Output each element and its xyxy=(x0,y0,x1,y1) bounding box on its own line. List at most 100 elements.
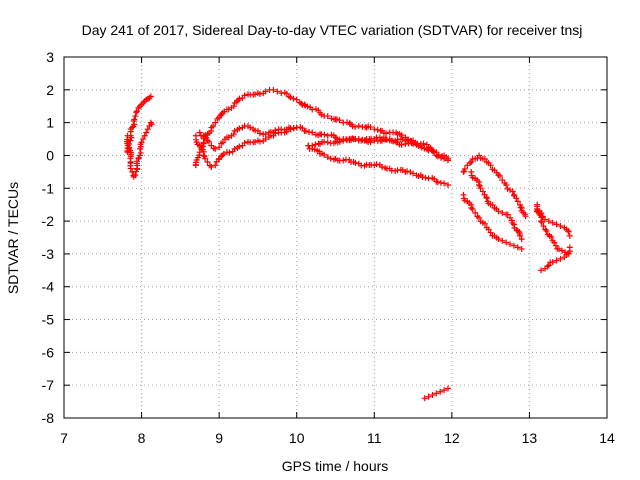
data-point xyxy=(230,103,237,110)
y-tick-label: -8 xyxy=(42,410,55,426)
data-point xyxy=(479,188,486,195)
data-point xyxy=(321,131,328,138)
data-point xyxy=(367,124,374,131)
data-point xyxy=(200,152,207,159)
x-tick-label: 11 xyxy=(367,430,382,446)
data-point xyxy=(513,195,520,202)
data-point xyxy=(262,136,269,143)
data-point xyxy=(557,255,564,262)
data-point xyxy=(293,124,300,131)
data-point xyxy=(343,119,350,126)
data-point xyxy=(321,138,328,145)
data-point xyxy=(398,141,405,148)
data-point xyxy=(352,123,359,130)
x-tick-label: 12 xyxy=(444,430,460,446)
data-point xyxy=(212,119,219,126)
data-point xyxy=(514,198,521,205)
data-point xyxy=(522,213,529,220)
data-point xyxy=(196,129,203,136)
data-point xyxy=(272,130,279,137)
data-point xyxy=(410,139,417,146)
data-point xyxy=(468,159,475,166)
data-point xyxy=(544,263,551,270)
data-point xyxy=(398,132,405,139)
data-point xyxy=(383,136,390,143)
data-point xyxy=(236,95,243,102)
data-point xyxy=(333,135,340,142)
data-point xyxy=(441,387,448,394)
data-point xyxy=(141,132,148,139)
y-tick-label: -7 xyxy=(42,377,55,393)
data-point xyxy=(287,94,294,101)
data-point xyxy=(383,130,390,137)
chart-title: Day 241 of 2017, Sidereal Day-to-day VTE… xyxy=(82,22,583,38)
data-point xyxy=(503,239,510,246)
data-point xyxy=(419,173,426,180)
data-point xyxy=(374,126,381,133)
data-point xyxy=(487,229,494,236)
data-point xyxy=(545,218,552,225)
data-point xyxy=(433,390,440,397)
data-point xyxy=(241,92,248,99)
data-point xyxy=(144,126,151,133)
x-tick-label: 7 xyxy=(60,430,68,446)
data-point xyxy=(274,88,281,95)
y-tick-label: 2 xyxy=(46,82,54,98)
data-point xyxy=(147,93,154,100)
y-tick-label: -3 xyxy=(42,246,55,262)
data-point xyxy=(309,129,316,136)
data-point xyxy=(538,267,545,274)
data-point xyxy=(540,223,547,230)
data-point xyxy=(437,388,444,395)
data-point xyxy=(538,219,545,226)
y-tick-label: -1 xyxy=(42,180,55,196)
data-point xyxy=(302,128,309,135)
data-point xyxy=(481,220,488,227)
data-point xyxy=(352,159,359,166)
data-point xyxy=(555,245,562,252)
data-point xyxy=(137,149,144,156)
data-point xyxy=(290,125,297,132)
x-tick-label: 13 xyxy=(522,430,538,446)
data-point xyxy=(340,157,347,164)
data-point xyxy=(143,129,150,136)
data-point xyxy=(553,221,560,228)
data-point xyxy=(444,385,451,392)
data-point xyxy=(287,126,294,133)
data-point xyxy=(489,201,496,208)
data-point xyxy=(499,209,506,216)
data-point xyxy=(434,179,441,186)
x-axis-label: GPS time / hours xyxy=(282,458,389,474)
data-point xyxy=(510,221,517,228)
data-point xyxy=(212,145,219,152)
data-point xyxy=(461,165,468,172)
data-point xyxy=(549,219,556,226)
data-point xyxy=(324,139,331,146)
y-axis-label: SDTVAR / TECUs xyxy=(5,182,21,294)
data-point xyxy=(565,250,572,257)
data-point xyxy=(393,129,400,136)
data-point xyxy=(127,165,134,172)
data-point xyxy=(138,139,145,146)
data-point xyxy=(379,163,386,170)
data-point xyxy=(336,117,343,124)
data-point xyxy=(444,181,451,188)
data-point xyxy=(509,188,516,195)
data-point xyxy=(507,241,514,248)
data-point xyxy=(202,155,209,162)
data-point xyxy=(518,245,525,252)
data-point xyxy=(205,138,212,145)
data-point xyxy=(218,153,225,160)
data-point xyxy=(495,236,502,243)
data-point xyxy=(256,130,263,137)
data-point xyxy=(324,132,331,139)
data-point xyxy=(434,153,441,160)
x-tick-label: 9 xyxy=(215,430,223,446)
data-point xyxy=(503,181,510,188)
data-point xyxy=(404,137,411,144)
data-point xyxy=(256,91,263,98)
data-point xyxy=(552,242,559,249)
data-point xyxy=(425,393,432,400)
data-point xyxy=(226,149,233,156)
data-point xyxy=(304,103,311,110)
